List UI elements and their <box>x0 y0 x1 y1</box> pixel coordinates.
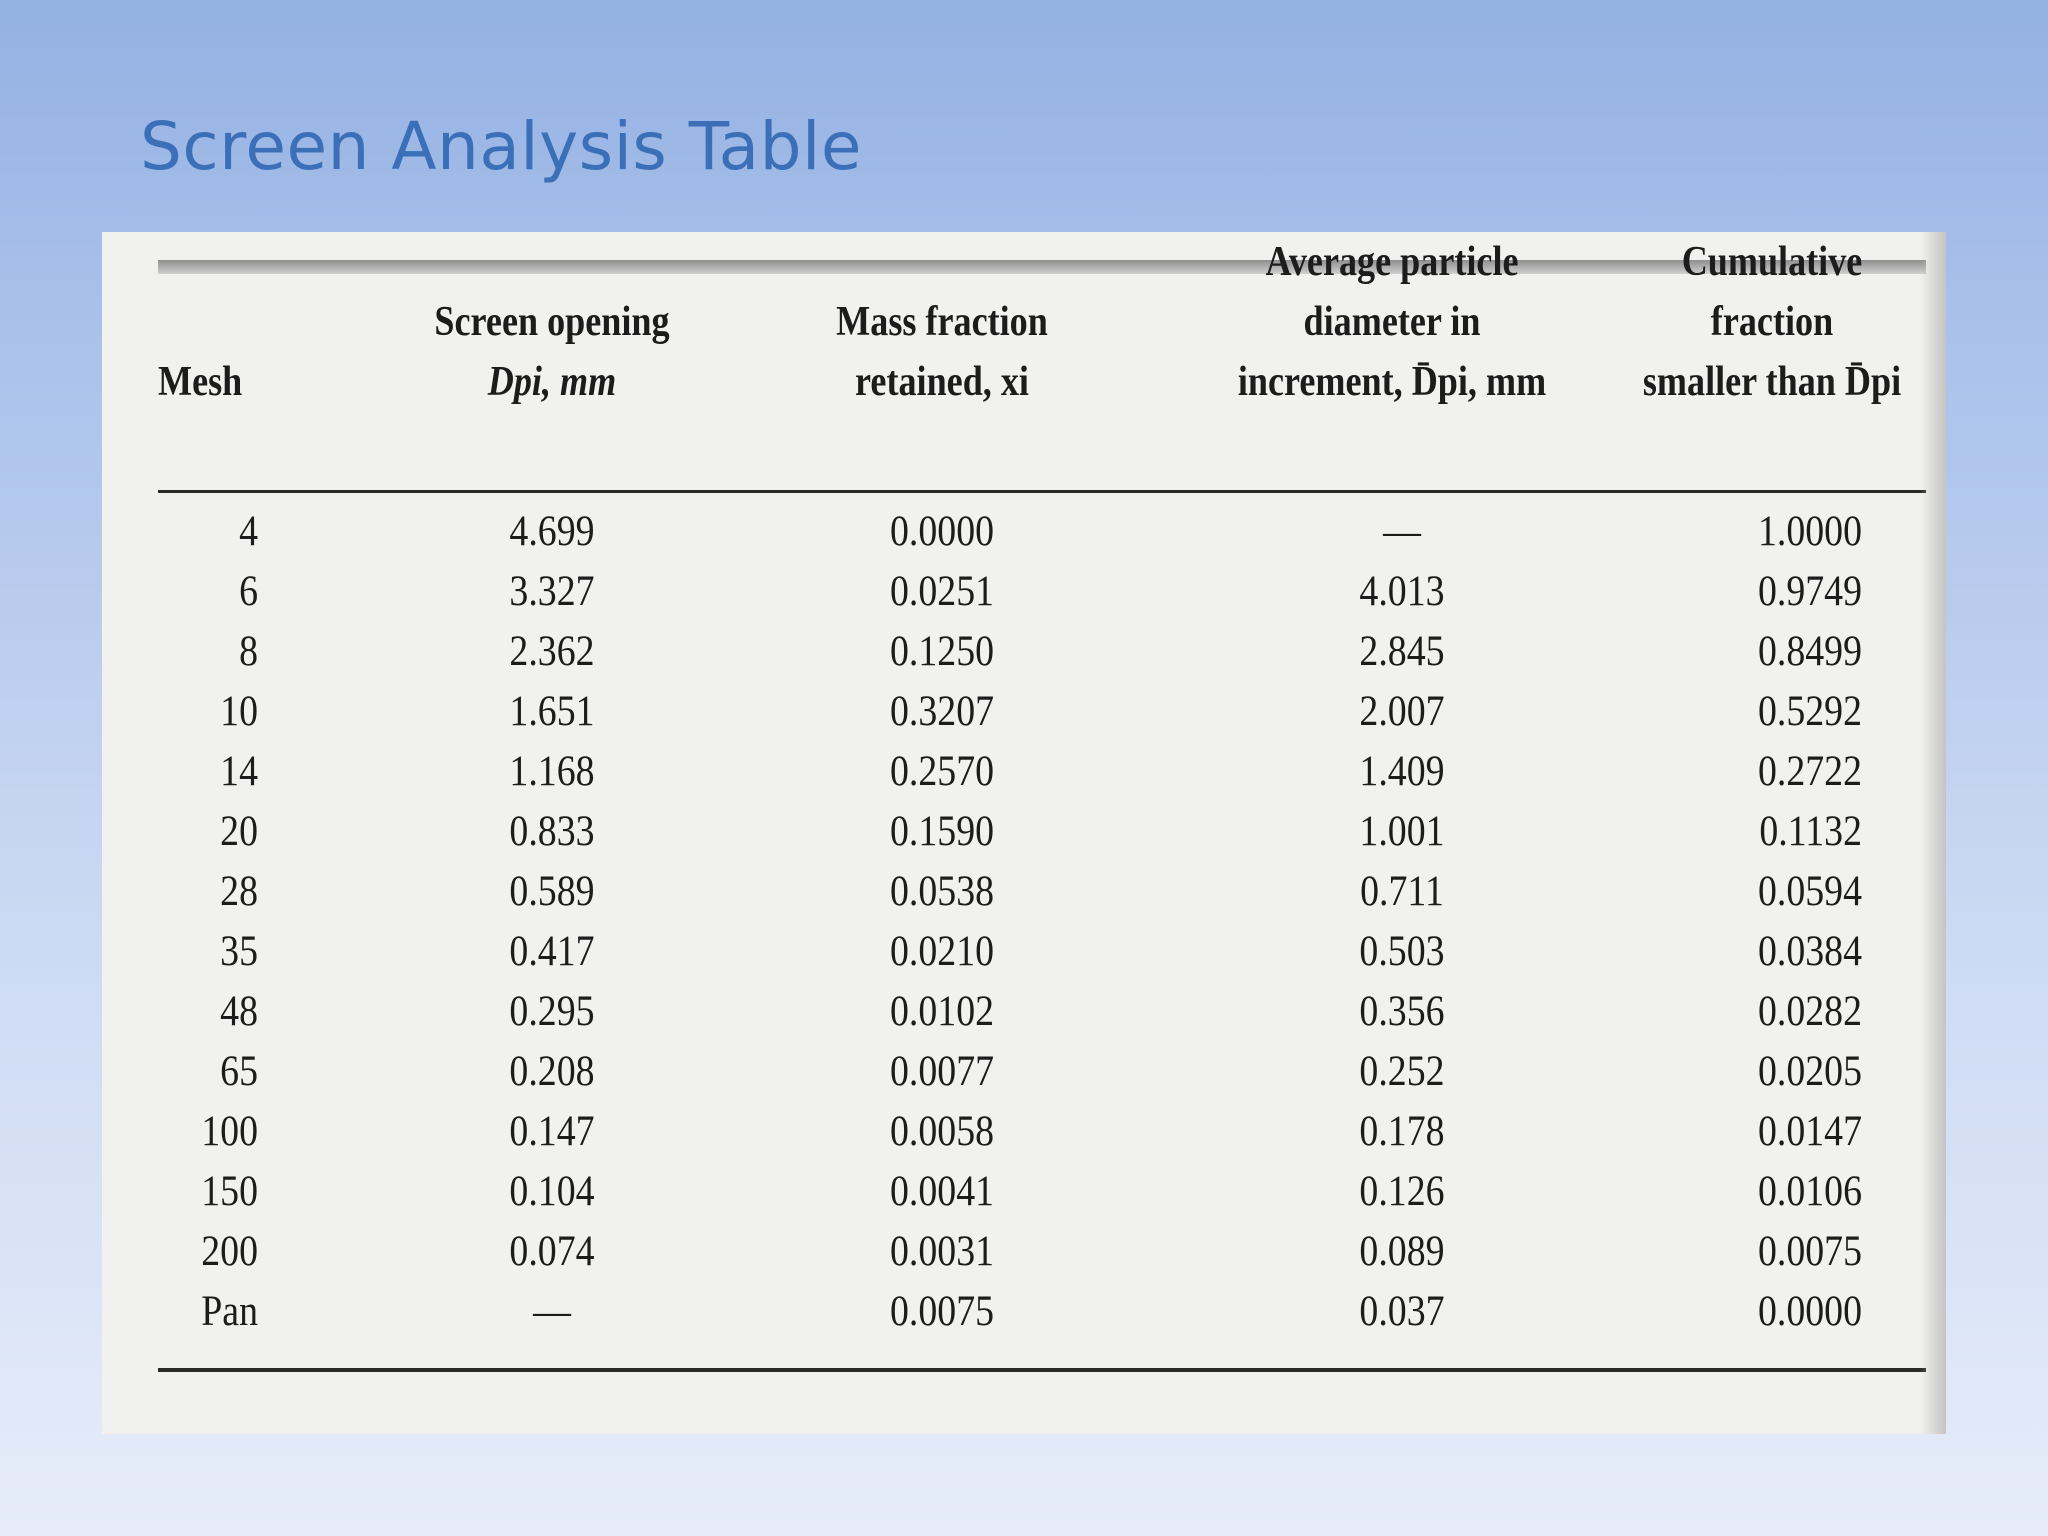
cell-mass-fraction: 0.0058 <box>889 1108 995 1155</box>
header-screen-opening-line-2: Dpi, mm <box>487 359 617 405</box>
cell-average-diameter: 1.001 <box>1359 808 1445 855</box>
header-mass-fraction-line-2: retained, xi <box>855 359 1029 405</box>
cell-cumulative-fraction: 0.9749 <box>1757 568 1862 615</box>
cell-cumulative-fraction: 0.5292 <box>1757 688 1862 735</box>
cell-screen-opening: 0.104 <box>509 1168 595 1215</box>
cell-mesh: 200 <box>201 1228 258 1275</box>
cell-cumulative-fraction: 0.0384 <box>1757 928 1862 975</box>
cell-mesh: 150 <box>201 1168 258 1215</box>
cell-mass-fraction: 0.0000 <box>889 508 995 555</box>
cell-average-diameter: 1.409 <box>1359 748 1445 795</box>
cell-screen-opening: 2.362 <box>509 628 595 675</box>
cell-mass-fraction: 0.0041 <box>889 1168 995 1215</box>
cell-cumulative-fraction: 0.1132 <box>1759 808 1862 855</box>
cell-screen-opening: 0.147 <box>509 1108 595 1155</box>
cell-cumulative-fraction: 0.0075 <box>1757 1228 1862 1275</box>
cell-mesh: 8 <box>239 628 258 675</box>
cell-cumulative-fraction: 0.0000 <box>1757 1288 1862 1335</box>
cell-mesh: 10 <box>220 688 258 735</box>
header-cumulative-line-2: fraction <box>1710 299 1834 345</box>
cell-mesh: 35 <box>220 928 258 975</box>
cell-cumulative-fraction: 0.0106 <box>1757 1168 1862 1215</box>
cell-screen-opening: 0.074 <box>509 1228 595 1275</box>
cell-mass-fraction: 0.1590 <box>889 808 995 855</box>
cell-average-diameter: 2.845 <box>1359 628 1445 675</box>
cell-screen-opening: 1.168 <box>509 748 595 795</box>
cell-mesh: 100 <box>201 1108 258 1155</box>
cell-mass-fraction: 0.1250 <box>889 628 995 675</box>
cell-average-diameter: 0.126 <box>1359 1168 1445 1215</box>
cell-cumulative-fraction: 0.0594 <box>1757 868 1862 915</box>
cell-average-diameter: 0.356 <box>1359 988 1445 1035</box>
table-top-rule <box>158 260 1926 274</box>
cell-mass-fraction: 0.0031 <box>889 1228 995 1275</box>
cell-screen-opening: 0.589 <box>509 868 595 915</box>
cell-screen-opening: 0.833 <box>509 808 595 855</box>
header-average-diameter-line-1: Average particle <box>1265 239 1519 285</box>
cell-average-diameter: 0.037 <box>1359 1288 1445 1335</box>
cell-mass-fraction: 0.0075 <box>889 1288 995 1335</box>
cell-average-diameter: 0.089 <box>1359 1228 1445 1275</box>
cell-screen-opening: 0.295 <box>509 988 595 1035</box>
cell-mass-fraction: 0.0077 <box>889 1048 995 1095</box>
cell-mesh: 48 <box>220 988 258 1035</box>
cell-average-diameter: 0.252 <box>1359 1048 1445 1095</box>
header-screen-opening-line-1: Screen opening <box>434 299 670 345</box>
cell-screen-opening: 4.699 <box>509 508 595 555</box>
cell-mesh: 6 <box>239 568 258 615</box>
cell-average-diameter: 0.178 <box>1359 1108 1445 1155</box>
cell-mesh: 4 <box>239 508 258 555</box>
cell-average-diameter: 4.013 <box>1359 568 1445 615</box>
cell-mesh: 28 <box>220 868 258 915</box>
header-cumulative-line-3: smaller than D̄pi <box>1642 359 1902 405</box>
cell-cumulative-fraction: 0.2722 <box>1757 748 1862 795</box>
table-bottom-rule <box>158 1368 1926 1372</box>
cell-mass-fraction: 0.0210 <box>889 928 995 975</box>
cell-mass-fraction: 0.2570 <box>889 748 995 795</box>
cell-mass-fraction: 0.0102 <box>889 988 995 1035</box>
cell-average-diameter: — <box>1383 508 1421 555</box>
cell-cumulative-fraction: 1.0000 <box>1757 508 1862 555</box>
cell-screen-opening: 3.327 <box>509 568 595 615</box>
cell-screen-opening: 0.208 <box>509 1048 595 1095</box>
header-mesh: Mesh <box>158 359 243 405</box>
cell-mass-fraction: 0.0538 <box>889 868 995 915</box>
cell-average-diameter: 0.711 <box>1360 868 1444 915</box>
screen-analysis-table: Mesh Screen opening Dpi, mm Mass fractio… <box>102 232 1946 1434</box>
header-rule <box>158 490 1926 493</box>
cell-screen-opening: — <box>533 1288 571 1335</box>
cell-mesh: 20 <box>220 808 258 855</box>
header-mass-fraction-line-1: Mass fraction <box>836 299 1048 345</box>
cell-cumulative-fraction: 0.0205 <box>1757 1048 1862 1095</box>
header-average-diameter-line-3: increment, D̄pi, mm <box>1237 359 1547 405</box>
cell-cumulative-fraction: 0.0282 <box>1757 988 1862 1035</box>
cell-average-diameter: 2.007 <box>1359 688 1445 735</box>
cell-mesh: 65 <box>220 1048 258 1095</box>
header-average-diameter-line-2: diameter in <box>1303 299 1481 345</box>
cell-cumulative-fraction: 0.0147 <box>1757 1108 1862 1155</box>
cell-mass-fraction: 0.3207 <box>889 688 995 735</box>
cell-mesh: Pan <box>201 1288 258 1335</box>
slide-title: Screen Analysis Table <box>140 108 862 185</box>
cell-screen-opening: 0.417 <box>509 928 595 975</box>
header-cumulative-line-1: Cumulative <box>1681 239 1863 285</box>
cell-mass-fraction: 0.0251 <box>889 568 995 615</box>
cell-cumulative-fraction: 0.8499 <box>1757 628 1862 675</box>
cell-mesh: 14 <box>220 748 258 795</box>
cell-screen-opening: 1.651 <box>509 688 595 735</box>
cell-average-diameter: 0.503 <box>1359 928 1445 975</box>
